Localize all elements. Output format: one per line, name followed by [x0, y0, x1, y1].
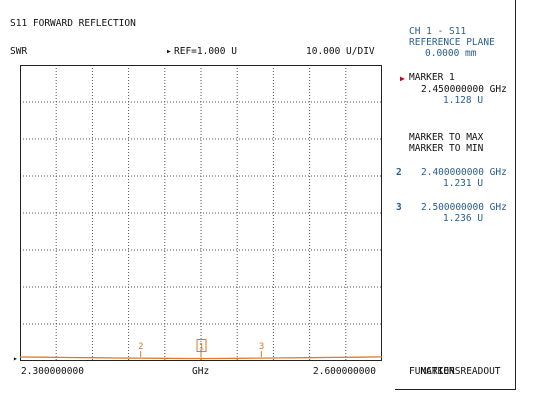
panel-divider-right — [515, 0, 516, 390]
marker-2-number: 2 — [396, 167, 402, 178]
channel-label: CH 1 - S11 — [409, 26, 467, 37]
plot-grid — [20, 65, 382, 361]
marker-1-label: 1 — [199, 343, 204, 353]
swr-trace — [20, 356, 382, 360]
plot-border — [20, 65, 382, 361]
readout-line-2: FUNCTIONS — [409, 366, 461, 377]
readout-line-1: MARKER READOUT — [420, 366, 501, 377]
marker-2-label: 2 — [138, 342, 143, 352]
marker-3-value: 1.236 U — [443, 213, 484, 224]
reference-arrow-icon: ▸ — [166, 46, 172, 57]
marker-readout-functions-softkey[interactable]: MARKER READOUT — [409, 355, 501, 377]
panel-divider-bottom — [395, 389, 516, 390]
marker-1-softkey[interactable]: MARKER 1 — [409, 72, 455, 83]
marker-3-number: 3 — [396, 202, 402, 213]
marker-2-value: 1.231 U — [443, 178, 484, 189]
marker-2-frequency: 2.400000000 GHz — [421, 167, 507, 178]
stop-frequency: 2.600000000 — [313, 366, 376, 377]
marker-to-max-softkey[interactable]: MARKER TO MAX — [409, 132, 484, 143]
frequency-unit: GHz — [192, 366, 210, 377]
marker-3-frequency: 2.500000000 GHz — [421, 202, 507, 213]
screen-title: S11 FORWARD REFLECTION — [10, 18, 136, 29]
reference-value: REF=1.000 U — [174, 46, 237, 57]
scale-per-division: 10.000 U/DIV — [306, 46, 375, 57]
marker-3-label: 3 — [259, 342, 264, 352]
start-frequency: 2.300000000 — [21, 366, 84, 377]
marker-1-value: 1.128 U — [443, 95, 484, 106]
reference-position-icon: ▸ — [13, 354, 18, 363]
marker-1-frequency: 2.450000000 GHz — [421, 84, 507, 95]
active-marker-box — [196, 339, 207, 353]
marker-to-min-softkey[interactable]: MARKER TO MIN — [409, 143, 484, 154]
format-label: SWR — [10, 46, 28, 57]
reference-plane-label: REFERENCE PLANE — [409, 37, 495, 48]
trace-plot: 2 1 3 — [20, 65, 382, 361]
active-marker-arrow-icon: ▶ — [400, 74, 405, 83]
marker-layer: 2 1 3 — [138, 339, 264, 358]
reference-plane-value: 0.0000 mm — [425, 48, 477, 59]
